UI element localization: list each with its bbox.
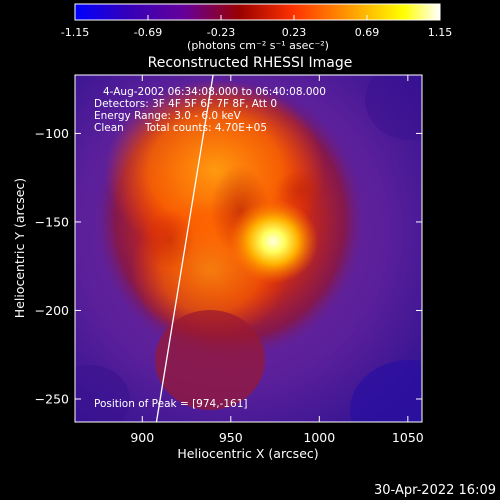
colorbar-tick-label: -0.69 [134, 26, 162, 39]
peak-position-label: Position of Peak = [974,-161] [94, 398, 248, 410]
colorbar-tick-label: 0.69 [355, 26, 380, 39]
detectors-label: Detectors: 3F 4F 5F 6F 7F 8F, Att 0 [94, 98, 277, 110]
x-tick-label: 1000 [303, 430, 335, 445]
colorbar-tick-label: -0.23 [207, 26, 235, 39]
info-panel: 4-Aug-2002 06:34:08.000 to 06:40:08.000 … [94, 86, 326, 410]
peak-kernel [228, 199, 319, 284]
y-axis-label: Heliocentric Y (arcsec) [12, 178, 27, 318]
energy-range-label: Energy Range: 3.0 - 6.0 keV [94, 110, 242, 122]
y-tick-label: −250 [35, 391, 69, 406]
colorbar-tick-label: 1.15 [428, 26, 453, 39]
x-tick-label: 950 [219, 430, 243, 445]
solar-limb-line [155, 75, 214, 422]
x-axis-ticks: 900 950 1000 1050 [130, 75, 424, 445]
colorbar-tick-label: -1.15 [61, 26, 89, 39]
y-axis-ticks: −100 −150 −200 −250 [35, 126, 422, 406]
total-counts-label: Total counts: 4.70E+05 [144, 122, 267, 134]
y-tick-label: −200 [35, 303, 69, 318]
algorithm-label: Clean [94, 122, 124, 134]
plot-title: Reconstructed RHESSI Image [148, 55, 353, 71]
time-range-label: 4-Aug-2002 06:34:08.000 to 06:40:08.000 [103, 86, 326, 98]
colorbar-ticks: -1.15 -0.69 -0.23 0.23 0.69 1.15 [61, 15, 452, 39]
x-tick-label: 900 [130, 430, 154, 445]
colorbar-gradient [74, 3, 441, 21]
colorbar-tick-label: 0.23 [282, 26, 307, 39]
y-tick-label: −150 [35, 214, 69, 229]
colorbar: -1.15 -0.69 -0.23 0.23 0.69 1.15 (photons cm⁻… [61, 3, 452, 52]
timestamp: 30-Apr-2022 16:09 [374, 483, 496, 498]
plot-frame [74, 74, 423, 423]
x-tick-label: 1050 [392, 430, 424, 445]
x-axis-label: Heliocentric X (arcsec) [177, 446, 318, 461]
colorbar-units: (photons cm⁻² s⁻¹ asec⁻²) [187, 39, 329, 52]
solar-image [75, 75, 422, 422]
y-tick-label: −100 [35, 126, 69, 141]
